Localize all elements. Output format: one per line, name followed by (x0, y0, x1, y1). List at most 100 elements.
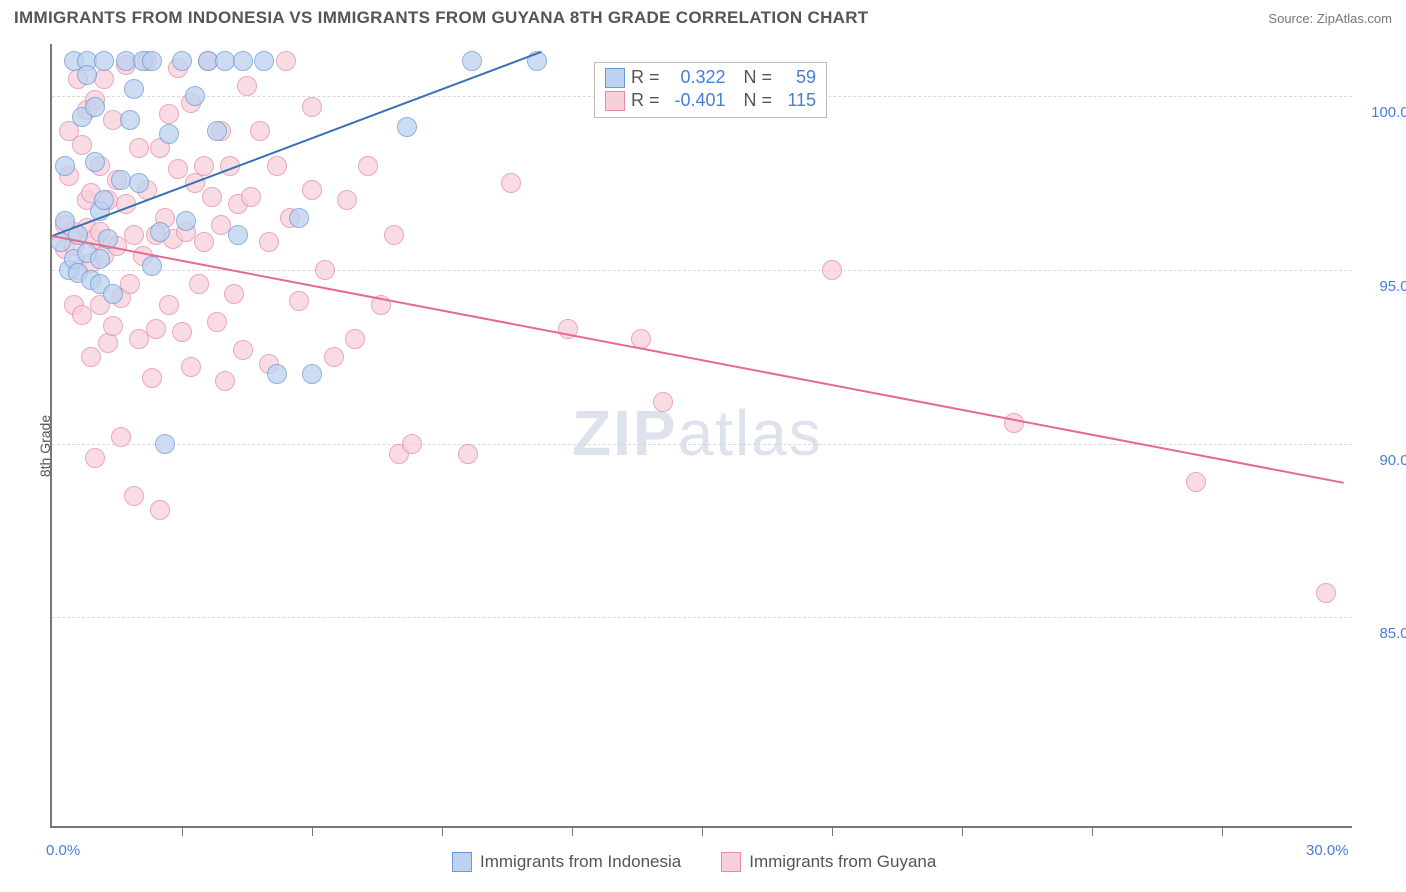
data-point-guyana (302, 97, 322, 117)
data-point-guyana (237, 76, 257, 96)
data-point-guyana (172, 322, 192, 342)
data-point-guyana (81, 347, 101, 367)
data-point-guyana (1004, 413, 1024, 433)
data-point-guyana (124, 486, 144, 506)
data-point-guyana (194, 156, 214, 176)
data-point-guyana (142, 368, 162, 388)
data-point-guyana (168, 159, 188, 179)
data-point-guyana (501, 173, 521, 193)
data-point-guyana (120, 274, 140, 294)
data-point-indonesia (85, 97, 105, 117)
data-point-indonesia (176, 211, 196, 231)
data-point-indonesia (90, 249, 110, 269)
data-point-guyana (129, 138, 149, 158)
data-point-guyana (85, 448, 105, 468)
x-tick (572, 826, 573, 836)
y-tick-label: 85.0% (1379, 625, 1406, 642)
data-point-indonesia (289, 208, 309, 228)
data-point-guyana (98, 333, 118, 353)
data-point-indonesia (85, 152, 105, 172)
data-point-guyana (146, 319, 166, 339)
data-point-indonesia (124, 79, 144, 99)
legend-label: Immigrants from Guyana (749, 852, 936, 872)
data-point-indonesia (155, 434, 175, 454)
data-point-indonesia (233, 51, 253, 71)
gridline (52, 444, 1352, 445)
data-point-indonesia (142, 256, 162, 276)
y-tick-label: 100.0% (1371, 104, 1406, 121)
data-point-guyana (250, 121, 270, 141)
source-link[interactable]: ZipAtlas.com (1317, 11, 1392, 26)
data-point-guyana (324, 347, 344, 367)
data-point-guyana (267, 156, 287, 176)
data-point-guyana (259, 232, 279, 252)
data-point-guyana (215, 371, 235, 391)
x-tick (702, 826, 703, 836)
chart-title: IMMIGRANTS FROM INDONESIA VS IMMIGRANTS … (14, 8, 869, 28)
data-point-indonesia (267, 364, 287, 384)
watermark: ZIPatlas (572, 396, 823, 470)
data-point-guyana (72, 135, 92, 155)
data-point-guyana (315, 260, 335, 280)
data-point-guyana (653, 392, 673, 412)
data-point-guyana (345, 329, 365, 349)
data-point-guyana (337, 190, 357, 210)
swatch-guyana (605, 91, 625, 111)
data-point-guyana (181, 357, 201, 377)
data-point-guyana (241, 187, 261, 207)
y-tick-label: 90.0% (1379, 452, 1406, 469)
data-point-guyana (224, 284, 244, 304)
data-point-indonesia (397, 117, 417, 137)
data-point-indonesia (103, 284, 123, 304)
x-tick (832, 826, 833, 836)
legend-label: Immigrants from Indonesia (480, 852, 681, 872)
data-point-indonesia (159, 124, 179, 144)
x-tick (442, 826, 443, 836)
data-point-indonesia (94, 190, 114, 210)
swatch-indonesia (452, 852, 472, 872)
stat-row-guyana: R =-0.401N =115 (605, 90, 816, 111)
legend-item-guyana: Immigrants from Guyana (721, 852, 936, 872)
data-point-guyana (194, 232, 214, 252)
data-point-guyana (458, 444, 478, 464)
x-tick (1222, 826, 1223, 836)
data-point-indonesia (228, 225, 248, 245)
data-point-indonesia (254, 51, 274, 71)
x-tick-label: 30.0% (1306, 842, 1349, 859)
plot-area: 85.0%90.0%95.0%100.0%0.0%30.0%ZIPatlasR … (50, 44, 1352, 828)
data-point-indonesia (172, 51, 192, 71)
data-point-guyana (111, 427, 131, 447)
data-point-indonesia (77, 65, 97, 85)
data-point-indonesia (142, 51, 162, 71)
data-point-guyana (233, 340, 253, 360)
data-point-guyana (1316, 583, 1336, 603)
x-tick (962, 826, 963, 836)
data-point-guyana (202, 187, 222, 207)
bottom-legend: Immigrants from Indonesia Immigrants from… (452, 852, 936, 872)
trend-line-guyana (52, 235, 1344, 484)
data-point-guyana (124, 225, 144, 245)
stat-box: R =0.322N =59R =-0.401N =115 (594, 62, 827, 118)
data-point-guyana (289, 291, 309, 311)
data-point-guyana (189, 274, 209, 294)
legend-item-indonesia: Immigrants from Indonesia (452, 852, 681, 872)
data-point-guyana (159, 104, 179, 124)
data-point-guyana (150, 500, 170, 520)
source-label: Source: ZipAtlas.com (1268, 11, 1392, 26)
data-point-indonesia (207, 121, 227, 141)
x-tick-label: 0.0% (46, 842, 80, 859)
data-point-guyana (94, 69, 114, 89)
data-point-guyana (159, 295, 179, 315)
data-point-indonesia (150, 222, 170, 242)
data-point-guyana (1186, 472, 1206, 492)
data-point-indonesia (462, 51, 482, 71)
data-point-guyana (358, 156, 378, 176)
data-point-indonesia (55, 156, 75, 176)
x-tick (182, 826, 183, 836)
data-point-indonesia (120, 110, 140, 130)
x-tick (312, 826, 313, 836)
x-tick (1092, 826, 1093, 836)
data-point-guyana (822, 260, 842, 280)
data-point-indonesia (94, 51, 114, 71)
y-tick-label: 95.0% (1379, 278, 1406, 295)
